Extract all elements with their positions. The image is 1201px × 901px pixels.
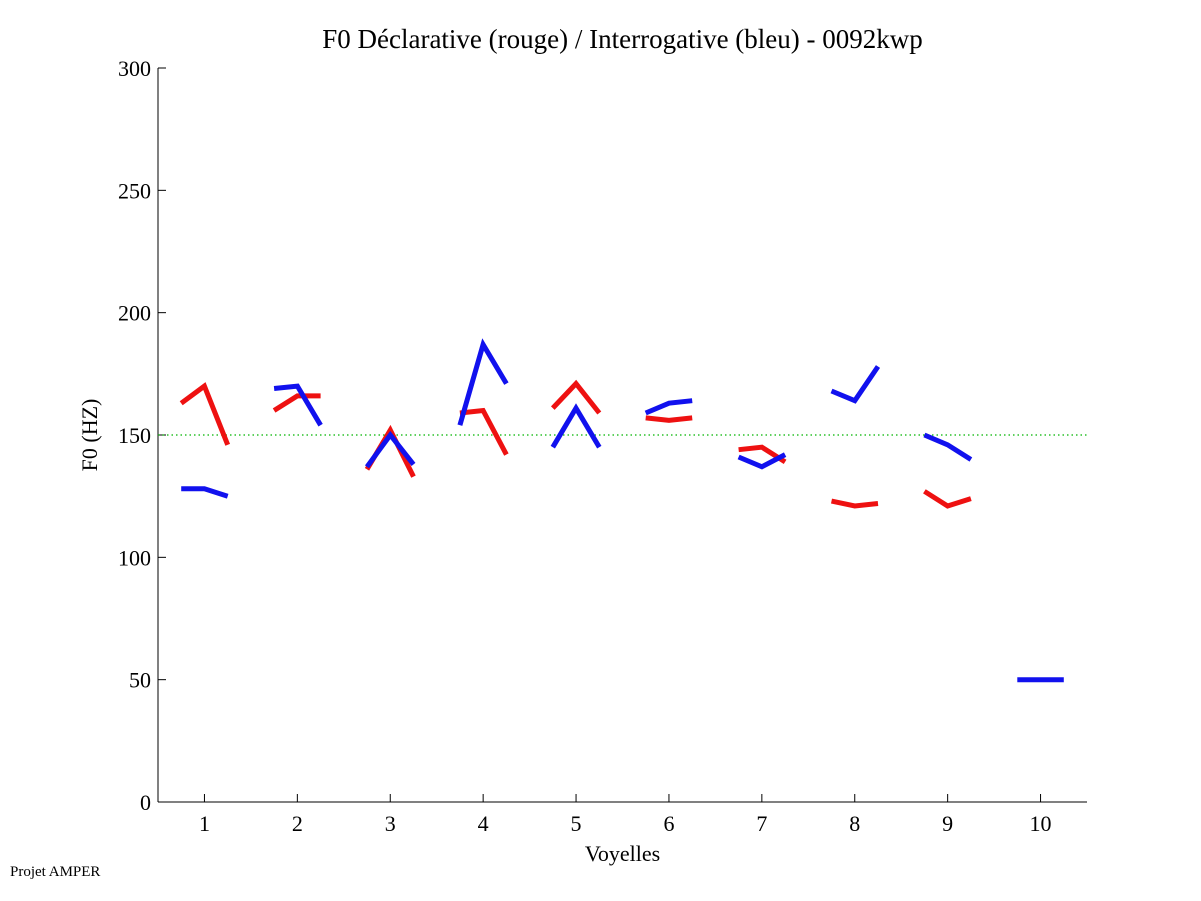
x-tick-label: 9 <box>942 811 953 836</box>
x-tick-label: 7 <box>756 811 767 836</box>
interrogative-segment-vowel-7 <box>737 452 787 470</box>
y-tick-label: 250 <box>118 178 151 203</box>
dclarative-segment-vowel-4 <box>459 407 509 456</box>
x-tick-label: 1 <box>199 811 210 836</box>
dclarative-segment-vowel-8 <box>830 498 879 509</box>
credit-label: Projet AMPER <box>10 864 101 880</box>
interrogative-segment-vowel-2 <box>273 383 323 427</box>
interrogative-segment-vowel-3 <box>364 430 416 469</box>
dclarative-segment-vowel-5 <box>550 379 602 415</box>
interrogative-segment-vowel-6 <box>644 398 693 416</box>
y-axis-label: F0 (HZ) <box>77 399 102 472</box>
plot-area: 0 50 100 150 200 250 300 1 2 3 4 5 6 7 8 9 10 <box>118 56 1087 836</box>
dclarative-segment-vowel-2 <box>272 393 321 413</box>
x-tick-label: 6 <box>663 811 674 836</box>
dclarative-segment-vowel-6 <box>645 415 693 423</box>
interrogative-segment-vowel-1 <box>181 486 229 499</box>
dclarative-segment-vowel-1 <box>179 382 231 446</box>
interrogative-segment-vowel-9 <box>923 432 973 462</box>
x-tick-label: 10 <box>1030 811 1052 836</box>
interrogative-segment-vowel-4 <box>457 338 509 426</box>
x-tick-label: 4 <box>478 811 489 836</box>
chart-title: F0 Déclarative (rouge) / Interrogative (… <box>322 24 923 54</box>
y-tick-label: 100 <box>118 545 151 570</box>
interrogative-segment-vowel-8 <box>830 365 881 404</box>
y-tick-label: 300 <box>118 56 151 81</box>
x-tick-label: 2 <box>292 811 303 836</box>
x-tick-label: 8 <box>849 811 860 836</box>
y-tick-label: 0 <box>140 790 151 815</box>
interrogative-segment-vowel-5 <box>550 403 602 449</box>
y-tick-label: 200 <box>118 301 151 326</box>
x-axis-label: Voyelles <box>585 841 660 866</box>
x-tick-label: 5 <box>571 811 582 836</box>
y-tick-label: 150 <box>118 423 151 448</box>
dclarative-segment-vowel-9 <box>923 489 972 509</box>
x-tick-label: 3 <box>385 811 396 836</box>
y-tick-label: 50 <box>129 668 151 693</box>
